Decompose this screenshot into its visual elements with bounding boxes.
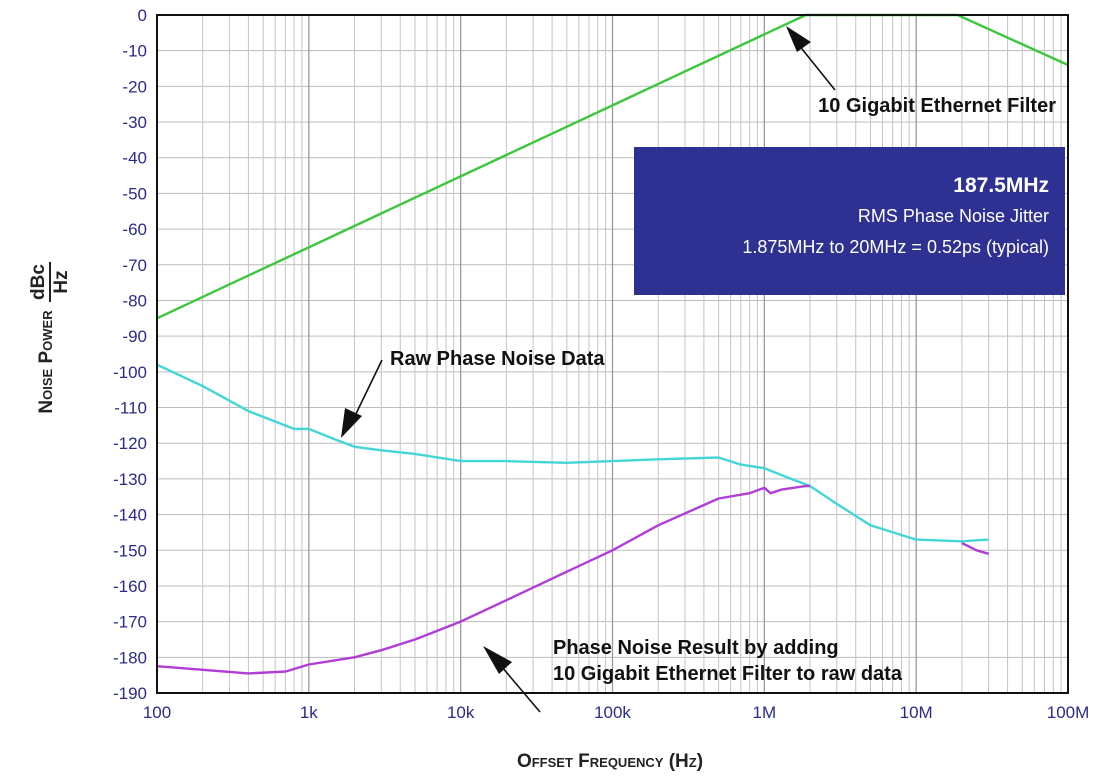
- y-tick-label: -110: [114, 399, 147, 418]
- tick-labels: 0 -10 -20 -30 -40 -50 -60 -70 -80 -90 -100 -110 -120…: [113, 6, 1089, 722]
- x-tick-label: 1k: [300, 703, 318, 722]
- y-tick-label: -180: [113, 648, 147, 667]
- x-tick-label: 1M: [753, 703, 777, 722]
- info-box-description: RMS Phase Noise Jitter: [858, 206, 1049, 226]
- info-box-jitter-value: 1.875MHz to 20MHz = 0.52ps (typical): [742, 237, 1049, 257]
- result-annotation-line1: Phase Noise Result by adding: [553, 637, 839, 659]
- y-axis-title: Noise Power dBc Hz: [28, 262, 72, 414]
- plot-frame: [156, 14, 1069, 694]
- raw-arrow-shaft: [351, 359, 383, 423]
- info-box-frequency: 187.5MHz: [953, 174, 1049, 197]
- y-tick-label: -140: [113, 506, 147, 525]
- annotations: 10 Gigabit Ethernet Filter Raw Phase Noi…: [341, 26, 1056, 713]
- series-line-2: [156, 484, 810, 675]
- raw-annotation-label: Raw Phase Noise Data: [390, 348, 605, 370]
- y-tick-label: -160: [113, 577, 147, 596]
- y-tick-label: -20: [122, 77, 147, 96]
- y-tick-label: -70: [122, 256, 147, 275]
- x-axis-title: Offset Frequency (Hz): [517, 751, 703, 772]
- y-axis-unit-numerator: dBc: [28, 264, 49, 300]
- filter-arrow-head: [786, 26, 811, 52]
- y-tick-label: -90: [122, 327, 147, 346]
- y-tick-label: 0: [138, 6, 147, 25]
- x-tick-label: 10k: [447, 703, 475, 722]
- y-tick-label: -60: [122, 220, 147, 239]
- result-annotation-line2: 10 Gigabit Ethernet Filter to raw data: [553, 663, 903, 685]
- y-tick-label: -120: [113, 434, 147, 453]
- y-tick-label: -170: [113, 613, 147, 632]
- y-tick-label: -50: [122, 184, 147, 203]
- y-tick-label: -80: [122, 291, 147, 310]
- x-tick-label: 10M: [900, 703, 933, 722]
- y-tick-label: -150: [113, 541, 147, 560]
- filter-annotation-label: 10 Gigabit Ethernet Filter: [818, 95, 1056, 117]
- y-tick-label: -190: [113, 684, 147, 703]
- x-tick-label: 100k: [594, 703, 631, 722]
- x-tick-label: 100: [143, 703, 171, 722]
- info-box: 187.5MHz RMS Phase Noise Jitter 1.875MHz…: [634, 147, 1065, 295]
- y-tick-label: -10: [122, 42, 147, 61]
- info-box-background: [634, 147, 1065, 295]
- y-axis-unit-denominator: Hz: [51, 270, 72, 293]
- series-line-1: [156, 363, 989, 543]
- grid: [156, 14, 1068, 694]
- result-arrow-head: [483, 646, 512, 674]
- series-line-3: [961, 542, 989, 555]
- x-tick-label: 100M: [1047, 703, 1090, 722]
- raw-arrow-head: [341, 408, 362, 438]
- y-tick-label: -40: [122, 149, 147, 168]
- y-tick-label: -100: [113, 363, 147, 382]
- y-axis-title-text: Noise Power: [36, 310, 57, 414]
- y-tick-label: -130: [113, 470, 147, 489]
- y-tick-label: -30: [122, 113, 147, 132]
